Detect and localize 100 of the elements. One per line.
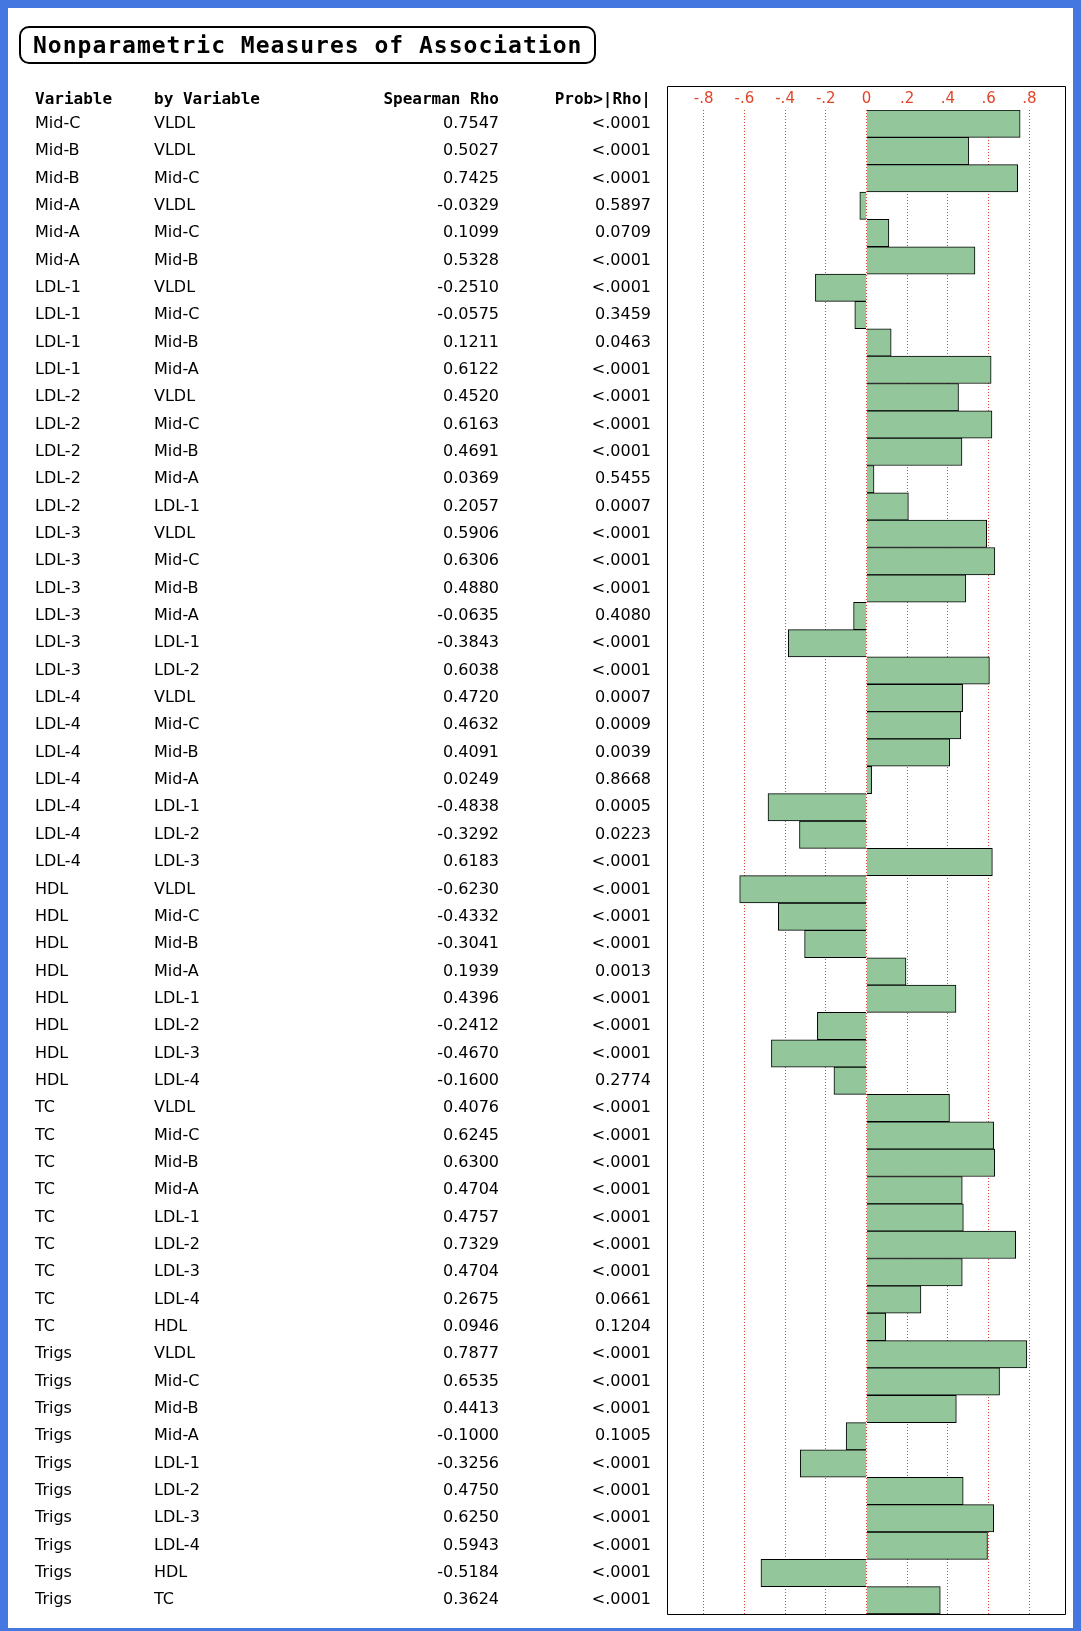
data-label: 0.0249 [443,769,499,789]
data-label: -0.5184 [437,1562,499,1582]
category-label: Mid-A Mid-B [35,249,199,269]
text: Prob>|Rho| [554,89,651,110]
data-label: -0.3292 [437,823,499,843]
data-label: -0.2412 [437,1015,499,1035]
text: 0.8668 [595,769,651,789]
category-label: Trigs LDL-1 [35,1452,200,1472]
text: <.0001 [591,1589,651,1609]
data-label: 0.6300 [443,1151,499,1171]
text: <.0001 [591,1507,651,1527]
text: <.0001 [591,1261,651,1281]
text: <.0001 [591,440,651,460]
text: 0.4080 [595,605,651,625]
data-label: 0.6535 [443,1370,499,1390]
text: 0.0661 [595,1288,651,1308]
category-label: LDL-3 Mid-B [35,577,199,597]
category-label: LDL-1 VLDL [35,276,196,296]
text: <.0001 [591,659,651,679]
category-label: HDL Mid-A [35,960,199,980]
text: <.0001 [591,1233,651,1253]
text: <.0001 [591,933,651,953]
text: <.0001 [591,1398,651,1418]
text: <.0001 [591,249,651,269]
text: 0.0007 [595,495,651,515]
category-label: Mid-A Mid-C [35,222,200,242]
category-label: LDL-2 Mid-C [35,413,200,433]
text: <.0001 [591,1015,651,1035]
data-label: 0.4520 [443,386,499,406]
data-label: 0.7877 [443,1343,499,1363]
category-label: TC LDL-1 [35,1206,200,1226]
data-label: 0.4750 [443,1480,499,1500]
x-tick-label: -.8 [693,88,714,107]
category-label: Trigs Mid-C [35,1370,200,1390]
category-label: HDL LDL-4 [35,1069,200,1089]
category-label: Trigs Mid-A [35,1425,199,1445]
text: 0.0463 [595,331,651,351]
category-label: HDL VLDL [35,878,196,898]
data-label: 0.4757 [443,1206,499,1226]
data-label: 0.5906 [443,523,499,543]
data-label: 0.2675 [443,1288,499,1308]
data-label: 0.6183 [443,851,499,871]
text: <.0001 [591,550,651,570]
category-label: LDL-4 LDL-2 [35,823,200,843]
category-label: LDL-2 Mid-A [35,468,199,488]
text: <.0001 [591,1179,651,1199]
data-label: 0.7329 [443,1233,499,1253]
data-label: 0.6306 [443,550,499,570]
category-label: Trigs LDL-3 [35,1507,200,1527]
text: <.0001 [591,1124,651,1144]
data-label: 0.0946 [443,1316,499,1336]
category-label: LDL-3 LDL-2 [35,659,200,679]
text: <.0001 [591,1343,651,1363]
data-label: 0.1099 [443,222,499,242]
category-label: TC HDL [35,1316,188,1336]
category-label: LDL-2 Mid-B [35,440,199,460]
category-label: LDL-1 Mid-B [35,331,199,351]
text: <.0001 [591,987,651,1007]
text: <.0001 [591,276,651,296]
category-label: Mid-B VLDL [35,140,196,160]
data-label: 0.4704 [443,1179,499,1199]
data-label: -0.0575 [437,304,499,324]
text: <.0001 [591,878,651,898]
data-label: -0.2510 [437,276,499,296]
text: 0.0009 [595,714,651,734]
x-tick-label: 0 [861,88,872,107]
text: <.0001 [591,577,651,597]
category-label: LDL-4 Mid-C [35,714,200,734]
category-label: LDL-1 Mid-C [35,304,200,324]
category-label: LDL-3 Mid-C [35,550,200,570]
text: 0.1005 [595,1425,651,1445]
text: <.0001 [591,1151,651,1171]
text: 0.0005 [595,796,651,816]
text: <.0001 [591,1370,651,1390]
text: <.0001 [591,358,651,378]
data-label: 0.6122 [443,358,499,378]
data-label: 0.6250 [443,1507,499,1527]
data-label: 0.4076 [443,1097,499,1117]
data-label: -0.4670 [437,1042,499,1062]
x-tick-label: .6 [981,88,996,107]
data-label: 0.1211 [443,331,499,351]
x-tick-label: -.4 [775,88,795,107]
data-label: -0.3041 [437,933,499,953]
category-label: LDL-1 Mid-A [35,358,199,378]
category-label: HDL LDL-1 [35,987,200,1007]
data-label: 0.4413 [443,1398,499,1418]
category-label: Trigs LDL-4 [35,1534,200,1554]
x-tick-label: .4 [940,88,956,107]
category-label: Mid-C VLDL [35,112,196,132]
category-label: HDL Mid-C [35,905,200,925]
data-label: 0.5943 [443,1534,499,1554]
data-label: 0.4632 [443,714,499,734]
text: Spearman Rho [383,89,499,109]
category-label: LDL-3 VLDL [35,523,196,543]
data-label: 0.3624 [443,1589,499,1609]
x-tick-label: .2 [900,88,915,107]
text: <.0001 [591,1534,651,1554]
category-label: TC VLDL [35,1097,196,1117]
x-tick-label: .8 [1022,88,1037,107]
category-label: LDL-3 LDL-1 [35,632,200,652]
